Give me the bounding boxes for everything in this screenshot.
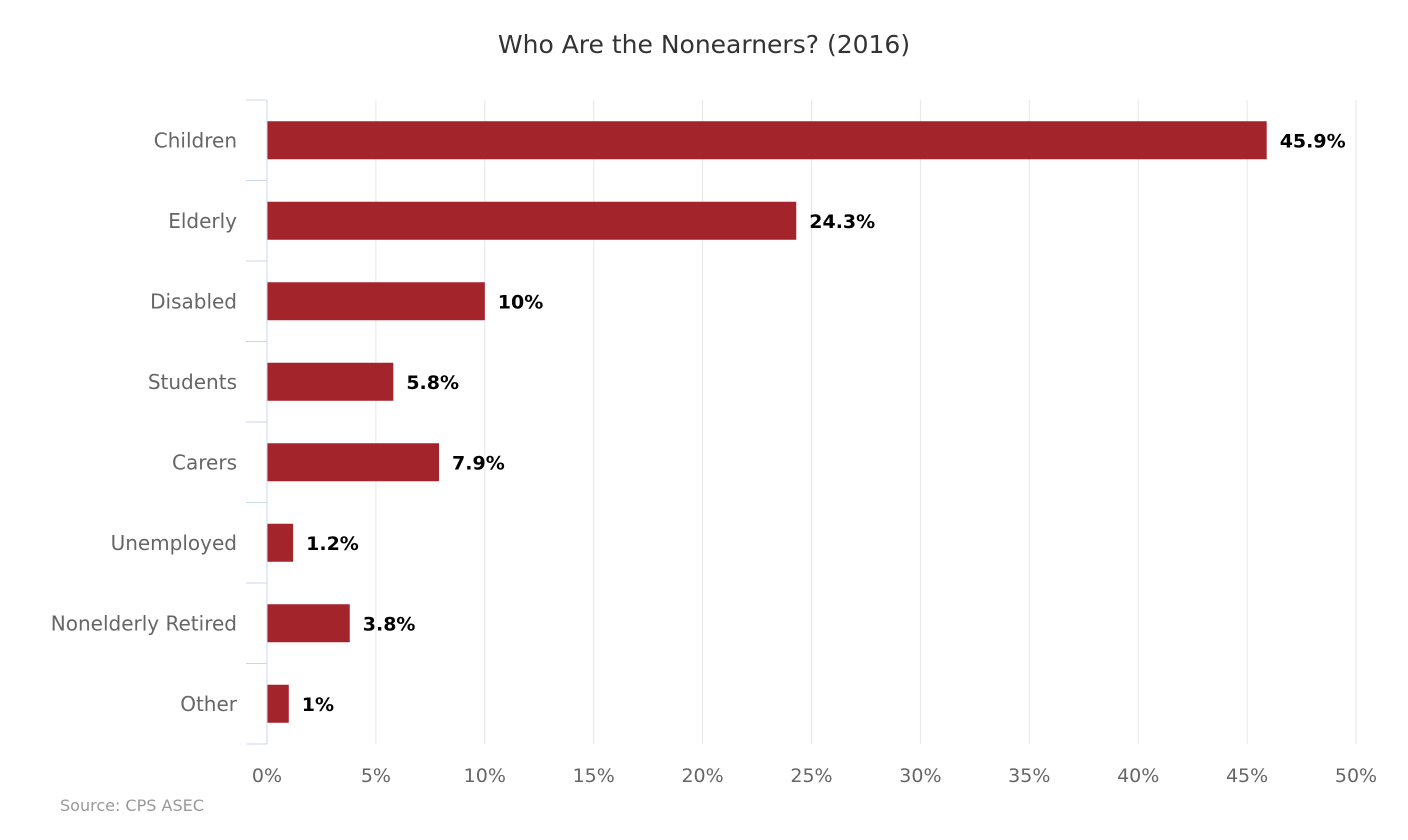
x-tick-label: 0% [252, 765, 282, 787]
data-label: 5.8% [406, 372, 459, 394]
bar [268, 443, 440, 481]
data-label: 1% [302, 694, 334, 716]
source-note: Source: CPS ASEC [60, 796, 204, 815]
data-label: 7.9% [452, 452, 505, 474]
data-label: 24.3% [809, 211, 875, 233]
y-tick-label: Other [180, 692, 238, 716]
bar [268, 604, 350, 642]
x-tick-label: 20% [681, 765, 723, 787]
x-tick-label: 40% [1117, 765, 1159, 787]
data-label: 3.8% [363, 613, 416, 635]
x-tick-label: 25% [790, 765, 832, 787]
bar [268, 363, 394, 401]
x-tick-label: 30% [899, 765, 941, 787]
y-tick-label: Elderly [168, 209, 237, 233]
bar [268, 685, 289, 723]
bar [268, 282, 485, 320]
x-tick-label: 45% [1226, 765, 1268, 787]
data-label: 10% [498, 291, 543, 313]
x-tick-label: 10% [464, 765, 506, 787]
y-tick-label: Nonelderly Retired [51, 611, 237, 635]
y-tick-label: Children [154, 128, 237, 152]
y-tick-label: Disabled [150, 289, 237, 313]
x-tick-label: 5% [361, 765, 391, 787]
x-tick-label: 35% [1008, 765, 1050, 787]
y-tick-label: Unemployed [111, 531, 237, 555]
y-tick-label: Carers [172, 450, 237, 474]
bar [268, 202, 797, 240]
x-tick-label: 50% [1335, 765, 1377, 787]
bar [268, 524, 294, 562]
data-label: 1.2% [306, 533, 359, 555]
data-label: 45.9% [1280, 130, 1346, 152]
x-tick-label: 15% [573, 765, 615, 787]
bar [268, 121, 1267, 159]
y-tick-label: Students [148, 370, 237, 394]
